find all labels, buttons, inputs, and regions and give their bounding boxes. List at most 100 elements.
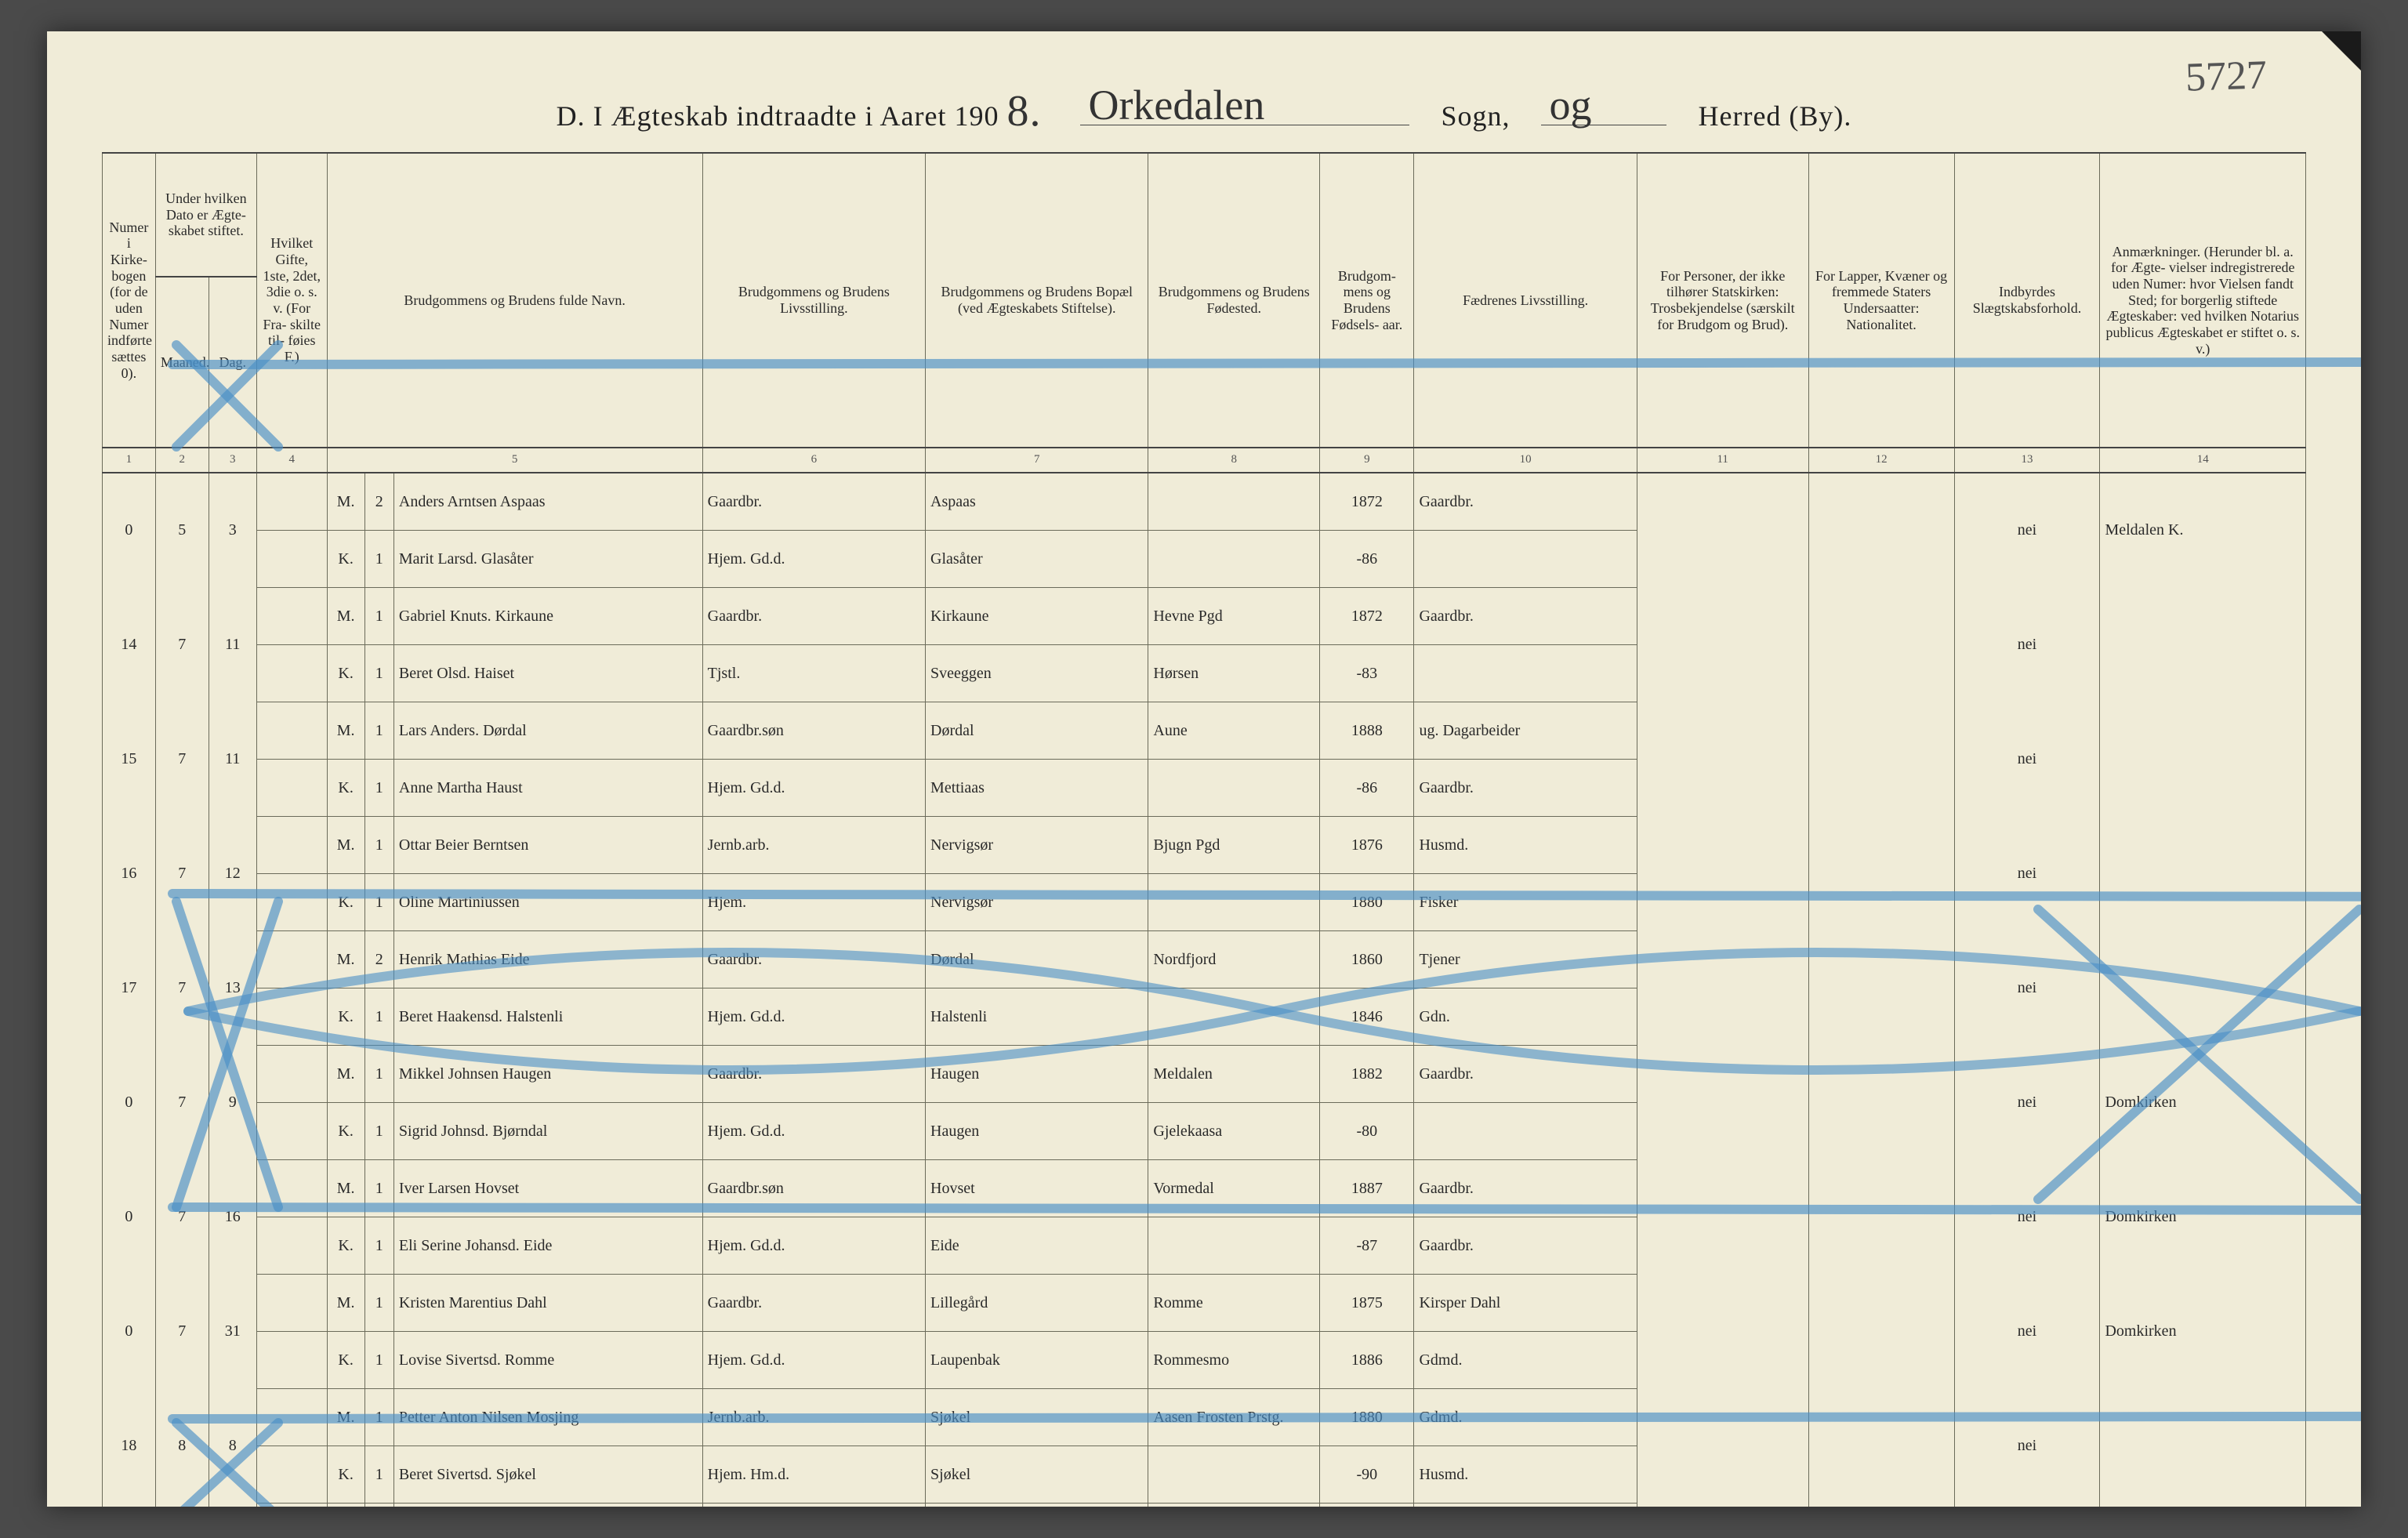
cell-month: 7 xyxy=(155,588,209,702)
cell-father: Husmd. xyxy=(1414,817,1637,874)
cell-name: Beret Sivertsd. Sjøkel xyxy=(393,1446,702,1504)
cell-c11 xyxy=(1637,702,1808,817)
mk-label: M. xyxy=(327,1160,364,1217)
cell-mk xyxy=(256,1217,327,1275)
cell-residence: Eide xyxy=(926,1217,1148,1275)
colnum: 11 xyxy=(1637,448,1808,473)
mk-label: M. xyxy=(327,1275,364,1332)
cell-father: Gaardbr. xyxy=(1414,473,1637,531)
cell-c12 xyxy=(1808,1389,1954,1504)
cell-residence: Glasåter xyxy=(926,531,1148,588)
cell-occupation: Hjem. Hm.d. xyxy=(702,1446,925,1504)
cell-birthyear: 1880 xyxy=(1320,874,1414,931)
cell-father: Gdn. xyxy=(1414,988,1637,1046)
cell-day: 12 xyxy=(209,817,256,931)
cell-month: 7 xyxy=(155,702,209,817)
cell-birthplace: Hørsen xyxy=(1148,645,1320,702)
cell-num: 0 xyxy=(103,473,156,588)
cell-residence: Laupenbak xyxy=(926,1332,1148,1389)
cell-birthyear: -90 xyxy=(1320,1446,1414,1504)
cell-day: 23 xyxy=(209,1504,256,1507)
cell-c11 xyxy=(1637,1046,1808,1160)
cell-c13: nei xyxy=(1954,1046,2100,1160)
cell-birthyear: 1888 xyxy=(1320,702,1414,760)
cell-day: 31 xyxy=(209,1275,256,1389)
table-row-groom: 15711M.1Lars Anders. DørdalGaardbr.sønDø… xyxy=(103,702,2306,760)
cell-residence: Sjøkel xyxy=(926,1446,1148,1504)
cell-birthyear: 1846 xyxy=(1320,988,1414,1046)
cell-birthplace: Romme xyxy=(1148,1275,1320,1332)
cell-day: 8 xyxy=(209,1389,256,1504)
cell-occupation: Hjem. xyxy=(702,874,925,931)
cell-mk xyxy=(256,931,327,988)
col-2b: Dag. xyxy=(209,277,256,448)
cell-birthyear: 1876 xyxy=(1320,817,1414,874)
cell-mk xyxy=(256,1275,327,1332)
og-fill: og xyxy=(1549,81,1591,129)
cell-month: 8 xyxy=(155,1389,209,1504)
ledger-table: Numer i Kirke- bogen (for de uden Numer … xyxy=(102,152,2306,1507)
cell-c14 xyxy=(2100,1389,2306,1504)
cell-c12 xyxy=(1808,1275,1954,1389)
cell-c14 xyxy=(2100,931,2306,1046)
cell-occupation: Tjstl. xyxy=(702,645,925,702)
cell-occupation: Gaardbr. xyxy=(702,473,925,531)
page-number: 5727 xyxy=(2185,52,2268,101)
cell-c12 xyxy=(1808,588,1954,702)
cell-month: 7 xyxy=(155,817,209,931)
colnum: 8 xyxy=(1148,448,1320,473)
colnum: 4 xyxy=(256,448,327,473)
cell-father xyxy=(1414,531,1637,588)
cell-birthplace xyxy=(1148,988,1320,1046)
col-6: Brudgommens og Brudens Livsstilling. xyxy=(702,153,925,448)
cell-mk xyxy=(256,988,327,1046)
cell-name: Henrik Mathias Eide xyxy=(393,931,702,988)
cell-num: 17 xyxy=(103,931,156,1046)
cell-c13: nei xyxy=(1954,1275,2100,1389)
table-row-groom: 0823M.2Ole Larsen SkarholtGaardbr.Skarho… xyxy=(103,1504,2306,1507)
cell-name: Oline Martiniussen xyxy=(393,874,702,931)
col-12: For Lapper, Kvæner og fremmede Staters U… xyxy=(1808,153,1954,448)
cell-birthplace: Gjelekaasa xyxy=(1148,1103,1320,1160)
table-row-groom: 079M.1Mikkel Johnsen HaugenGaardbr.Hauge… xyxy=(103,1046,2306,1103)
col-1: Numer i Kirke- bogen (for de uden Numer … xyxy=(103,153,156,448)
cell-father: Tjener xyxy=(1414,931,1637,988)
cell-c12 xyxy=(1808,1504,1954,1507)
table-row-groom: 17713M.2Henrik Mathias EideGaardbr.Dørda… xyxy=(103,931,2306,988)
cell-mk xyxy=(256,531,327,588)
mk-label: K. xyxy=(327,874,364,931)
cell-num: 0 xyxy=(103,1160,156,1275)
cell-occupation: Gaardbr. xyxy=(702,1504,925,1507)
col-9: Brudgom- mens og Brudens Fødsels- aar. xyxy=(1320,153,1414,448)
page-wrap: 5727 D. I Ægteskab indtraadte i Aaret 19… xyxy=(0,0,2408,1538)
herred-label: Herred (By). xyxy=(1698,100,1851,132)
cell-num: 16 xyxy=(103,817,156,931)
sogn-fill: Orkedalen xyxy=(1088,81,1264,129)
cell-mk xyxy=(256,874,327,931)
cell-c13: nei xyxy=(1954,1504,2100,1507)
cell-mk xyxy=(256,1446,327,1504)
cell-month: 7 xyxy=(155,1275,209,1389)
cell-gifte: 1 xyxy=(364,874,393,931)
cell-occupation: Jernb.arb. xyxy=(702,817,925,874)
cell-occupation: Hjem. Gd.d. xyxy=(702,1103,925,1160)
cell-c12 xyxy=(1808,702,1954,817)
cell-residence: Nervigsør xyxy=(926,817,1148,874)
cell-c12 xyxy=(1808,1046,1954,1160)
cell-mk xyxy=(256,1504,327,1507)
cell-c11 xyxy=(1637,1504,1808,1507)
cell-birthplace xyxy=(1148,1504,1320,1507)
col-11: For Personer, der ikke tilhører Statskir… xyxy=(1637,153,1808,448)
cell-day: 9 xyxy=(209,1046,256,1160)
table-row-groom: 0731M.1Kristen Marentius DahlGaardbr.Lil… xyxy=(103,1275,2306,1332)
table-head: Numer i Kirke- bogen (for de uden Numer … xyxy=(103,153,2306,473)
cell-birthyear: 1860 xyxy=(1320,931,1414,988)
cell-mk xyxy=(256,702,327,760)
cell-occupation: Hjem. Gd.d. xyxy=(702,1217,925,1275)
colnum: 2 xyxy=(155,448,209,473)
cell-name: Beret Olsd. Haiset xyxy=(393,645,702,702)
cell-birthyear: 1882 xyxy=(1320,1046,1414,1103)
table-row-groom: 14711M.1Gabriel Knuts. KirkauneGaardbr.K… xyxy=(103,588,2306,645)
colnum: 6 xyxy=(702,448,925,473)
cell-birthyear: 1875 xyxy=(1320,1275,1414,1332)
